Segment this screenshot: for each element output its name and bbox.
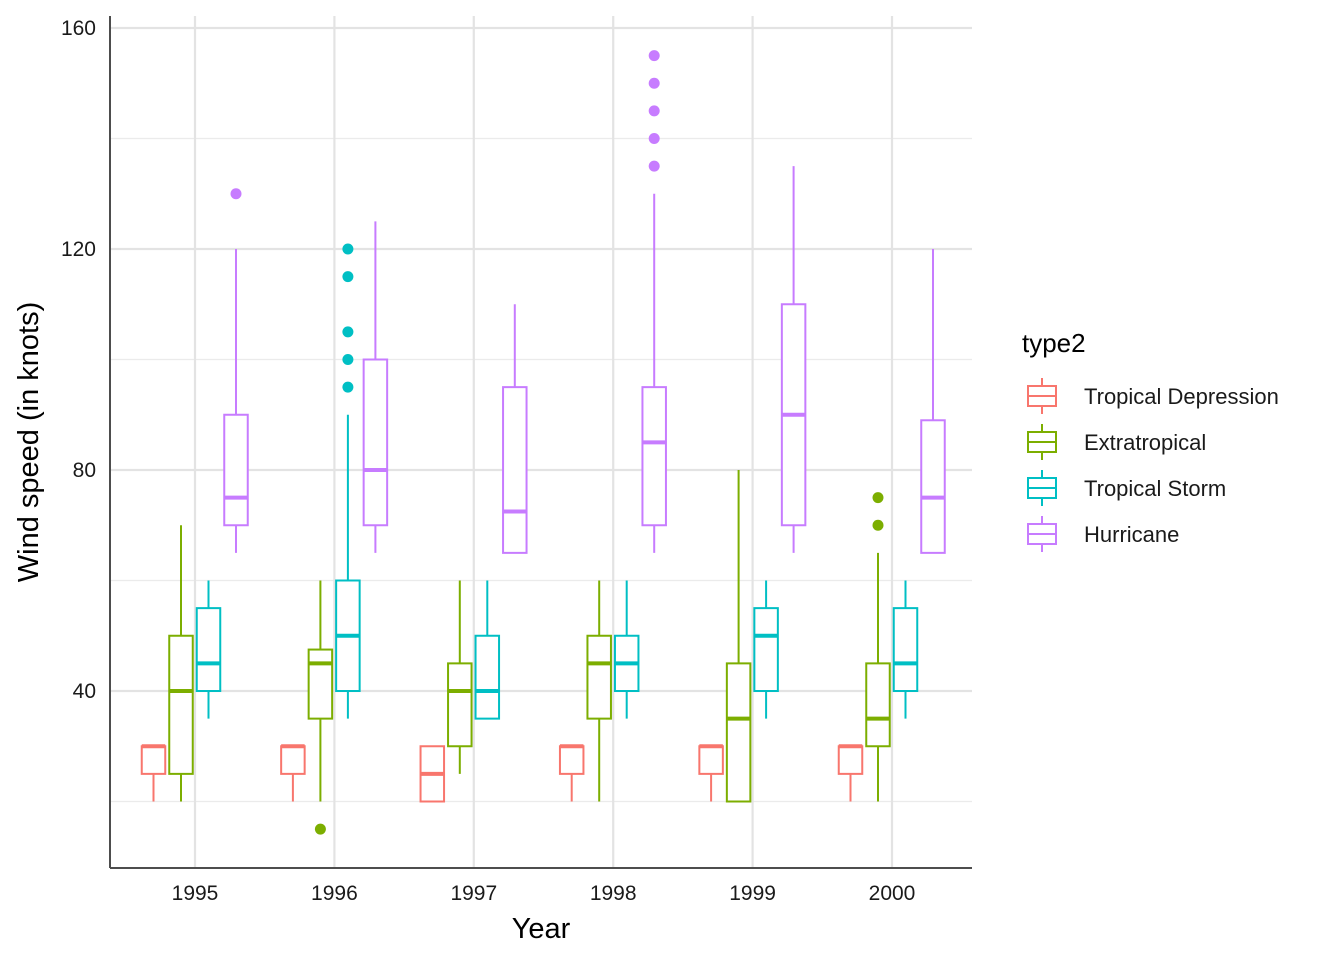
box-hurricane-1997 (502, 304, 528, 554)
x-tick-label: 1995 (172, 882, 219, 905)
outlier-point (230, 188, 242, 200)
y-tick-labels: 40 80 120 160 (61, 17, 96, 703)
x-tick-label: 2000 (869, 882, 916, 905)
box-tropical-storm-1995 (195, 580, 222, 719)
legend-label: Extratropical (1084, 430, 1206, 455)
outlier-point (342, 326, 354, 338)
box-tropical-depression-1996 (280, 744, 306, 802)
box-body (753, 607, 779, 692)
x-axis-title: Year (512, 913, 571, 945)
outlier-point (648, 105, 660, 117)
outlier-point (648, 77, 660, 89)
outlier-point (314, 823, 326, 835)
grid-lines (110, 16, 972, 868)
box-tropical-depression-1999 (698, 744, 724, 802)
x-tick-label: 1998 (590, 882, 637, 905)
box-tropical-storm-2000 (892, 580, 919, 719)
y-axis-title: Wind speed (in knots) (13, 302, 45, 582)
legend-label: Tropical Storm (1084, 476, 1226, 501)
outlier-point (342, 381, 354, 393)
box-hurricane-1999 (780, 166, 807, 553)
outlier-point (342, 354, 354, 365)
outlier-point (872, 492, 884, 504)
y-tick-label: 160 (61, 17, 96, 40)
box-extratropical-1998 (586, 580, 612, 802)
legend: type2 Tropical Depression Extratropical Tr… (1022, 328, 1279, 552)
box-body (502, 386, 528, 554)
outlier-point (648, 160, 660, 172)
box-extratropical-1999 (725, 470, 752, 803)
x-tick-labels: 1995 1996 1997 1998 1999 2000 (172, 882, 916, 905)
outlier-point (342, 243, 354, 255)
box-body (447, 662, 473, 748)
y-tick-label: 120 (61, 238, 96, 261)
box-body (168, 634, 194, 775)
box-body (698, 745, 724, 775)
legend-item-tropical-storm: Tropical Storm (1027, 470, 1226, 506)
y-tick-label: 80 (73, 459, 96, 482)
outlier-point (342, 271, 354, 283)
legend-item-extratropical: Extratropical (1027, 424, 1206, 460)
box-tropical-storm-1996 (335, 243, 361, 719)
box-body (837, 745, 864, 775)
box-extratropical-1995 (168, 525, 194, 802)
box-body (725, 662, 752, 803)
box-body (586, 634, 612, 720)
box-hurricane-1995 (223, 188, 249, 553)
box-body (307, 648, 334, 720)
axes (109, 16, 972, 869)
outlier-point (648, 133, 660, 144)
legend-item-tropical-depression: Tropical Depression (1027, 378, 1279, 414)
box-tropical-storm-1997 (474, 580, 501, 720)
box-tropical-storm-1999 (753, 580, 779, 719)
x-tick-label: 1997 (450, 882, 497, 905)
box-hurricane-1998 (641, 50, 667, 553)
box-body (892, 607, 919, 692)
box-body (474, 634, 501, 720)
box-body (865, 662, 891, 748)
box-extratropical-2000 (865, 492, 891, 802)
legend-title: type2 (1022, 328, 1086, 358)
box-hurricane-2000 (920, 249, 946, 554)
box-tropical-depression-1995 (140, 744, 167, 802)
box-tropical-storm-1998 (613, 580, 640, 719)
box-tropical-depression-2000 (837, 744, 864, 802)
box-body (195, 607, 222, 692)
y-tick-label: 40 (73, 680, 96, 703)
x-tick-label: 1999 (729, 882, 776, 905)
box-body (558, 745, 585, 775)
legend-label: Tropical Depression (1084, 384, 1279, 409)
box-body (362, 358, 389, 527)
box-body (140, 745, 167, 775)
box-tropical-depression-1998 (558, 744, 585, 802)
box-body (280, 745, 306, 775)
outlier-point (648, 50, 660, 62)
outlier-point (872, 519, 884, 531)
boxes (140, 50, 946, 835)
box-tropical-depression-1997 (419, 745, 446, 803)
box-body (920, 419, 946, 554)
legend-item-hurricane: Hurricane (1027, 516, 1179, 552)
legend-label: Hurricane (1084, 522, 1179, 547)
box-body (223, 413, 249, 527)
box-hurricane-1996 (362, 221, 389, 553)
box-body (641, 386, 667, 527)
box-extratropical-1996 (307, 580, 334, 835)
x-tick-label: 1996 (311, 882, 358, 905)
box-extratropical-1997 (447, 580, 473, 774)
